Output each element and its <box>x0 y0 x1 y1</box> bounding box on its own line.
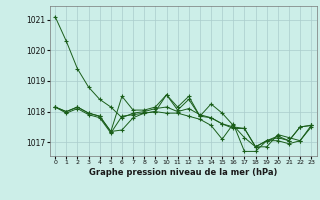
X-axis label: Graphe pression niveau de la mer (hPa): Graphe pression niveau de la mer (hPa) <box>89 168 277 177</box>
